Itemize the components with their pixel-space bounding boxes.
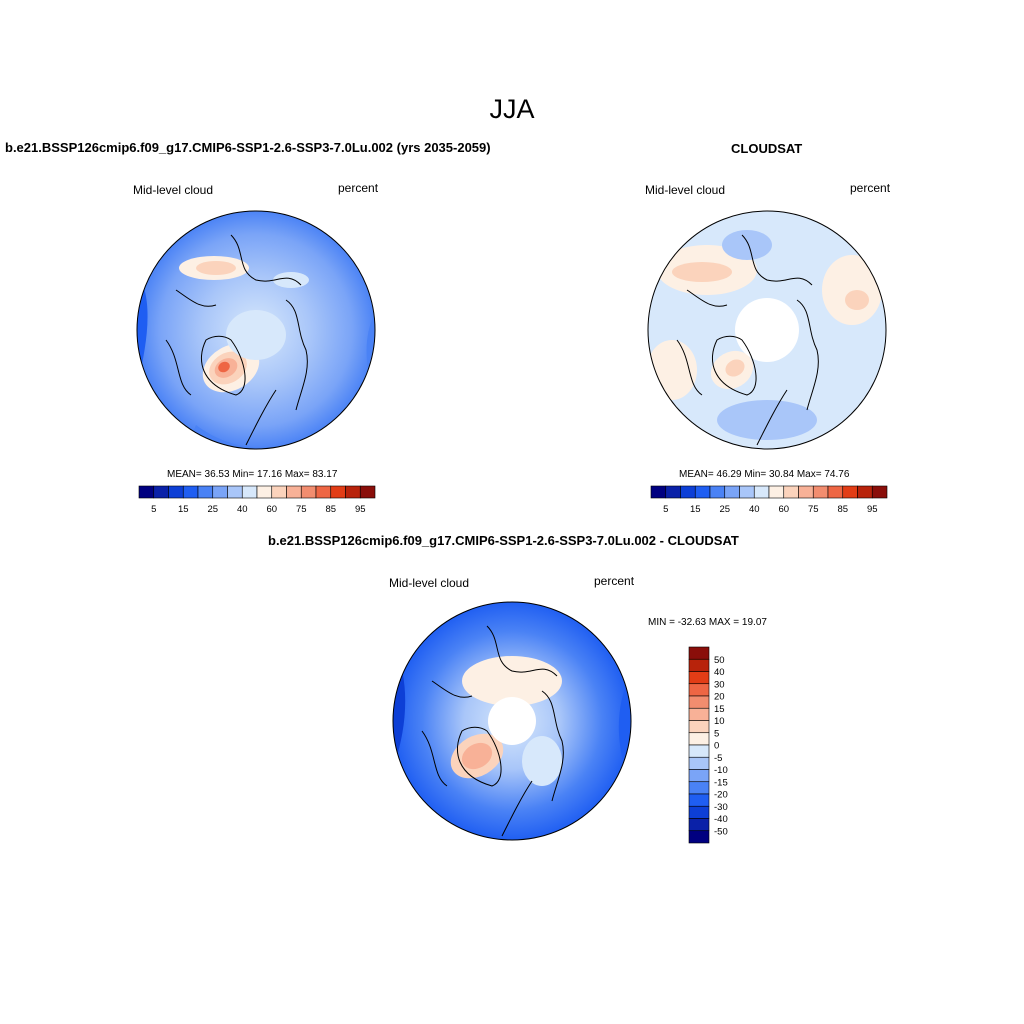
colorbar-swatch — [812, 485, 829, 499]
colorbar-tick-label: 50 — [714, 655, 725, 666]
colorbar-tick-label: 95 — [867, 504, 878, 515]
colorbar-tick-label: 40 — [714, 667, 725, 678]
colorbar-swatch — [688, 781, 710, 795]
colorbar-swatch — [227, 485, 243, 499]
polar-map-model — [136, 210, 376, 450]
colorbar-swatch — [330, 485, 346, 499]
colorbar-swatch — [739, 485, 755, 499]
colorbar-swatch — [153, 485, 169, 499]
colorbar-tick-label: 75 — [296, 504, 307, 515]
colorbar-tick-label: 25 — [719, 504, 730, 515]
colorbar-tick-label: 5 — [151, 504, 156, 515]
colorbar-swatch — [871, 485, 888, 499]
colorbar-tick-label: 40 — [237, 504, 248, 515]
colorbar-swatch — [359, 485, 376, 499]
panel-title-difference: b.e21.BSSP126cmip6.f09_g17.CMIP6-SSP1-2.… — [268, 533, 739, 548]
colorbar-tick-label: 60 — [778, 504, 789, 515]
colorbar-swatch — [688, 756, 710, 770]
colorbar-swatch — [182, 485, 199, 499]
colorbar-tick-label: 30 — [714, 679, 725, 690]
colorbar-tick-label: 5 — [714, 728, 719, 739]
colorbar-swatch — [694, 485, 711, 499]
panel-title-model: b.e21.BSSP126cmip6.f09_g17.CMIP6-SSP1-2.… — [5, 140, 491, 155]
panel-title-cloudsat: CLOUDSAT — [731, 141, 803, 156]
colorbar-tick-label: 15 — [690, 504, 701, 515]
colorbar-cloudsat: 5 15 25 40 60 75 85 95 — [650, 485, 888, 515]
colorbar-tick-label: 95 — [355, 504, 366, 515]
colorbar-swatch — [271, 485, 287, 499]
colorbar-swatch — [688, 793, 710, 807]
colorbar-tick-label: 15 — [178, 504, 189, 515]
colorbar-tick-label: 85 — [837, 504, 848, 515]
colorbar-swatch — [241, 485, 258, 499]
colorbar-swatch — [688, 720, 710, 734]
colorbar-swatch — [345, 485, 361, 499]
colorbar-swatch — [724, 485, 740, 499]
colorbar-swatch — [680, 485, 696, 499]
colorbar-tick-label: 40 — [749, 504, 760, 515]
stats-model: MEAN= 36.53 Min= 17.16 Max= 83.17 — [167, 469, 338, 480]
colorbar-swatch — [688, 671, 710, 685]
colorbar-swatch — [709, 485, 726, 499]
colorbar-tick-label: -10 — [714, 765, 728, 776]
colorbar-swatch — [842, 485, 858, 499]
colorbar-swatch — [688, 646, 710, 660]
colorbar-model: 5 15 25 40 60 75 85 95 — [138, 485, 376, 515]
colorbar-swatch — [688, 683, 710, 697]
colorbar-tick-label: 15 — [714, 704, 725, 715]
variable-label-cloudsat: Mid-level cloud — [645, 183, 726, 197]
colorbar-swatch — [138, 485, 155, 499]
colorbar-swatch — [688, 707, 710, 721]
colorbar-swatch — [688, 732, 710, 746]
colorbar-swatch — [197, 485, 214, 499]
colorbar-swatch — [827, 485, 844, 499]
stats-cloudsat: MEAN= 46.29 Min= 30.84 Max= 74.76 — [679, 469, 850, 480]
polar-map-cloudsat — [647, 210, 887, 450]
colorbar-tick-label: 75 — [808, 504, 819, 515]
colorbar-swatch — [650, 485, 667, 499]
colorbar-tick-label: -50 — [714, 826, 728, 837]
colorbar-swatch — [688, 695, 710, 709]
colorbar-swatch — [300, 485, 317, 499]
colorbar-tick-label: 85 — [325, 504, 336, 515]
colorbar-tick-label: 20 — [714, 692, 725, 703]
colorbar-swatch — [798, 485, 814, 499]
variable-label-model: Mid-level cloud — [133, 183, 214, 197]
colorbar-tick-label: 25 — [207, 504, 218, 515]
colorbar-swatch — [753, 485, 770, 499]
colorbar-swatch — [688, 830, 710, 844]
colorbar-swatch — [688, 769, 710, 783]
units-label-difference: percent — [594, 574, 635, 588]
colorbar-swatch — [857, 485, 873, 499]
variable-label-difference: Mid-level cloud — [389, 576, 470, 590]
colorbar-swatch — [688, 658, 710, 672]
colorbar-tick-label: 0 — [714, 741, 719, 752]
colorbar-swatch — [256, 485, 273, 499]
colorbar-swatch — [783, 485, 799, 499]
colorbar-tick-label: 10 — [714, 716, 725, 727]
colorbar-tick-label: -15 — [714, 777, 728, 788]
colorbar-swatch — [688, 805, 710, 819]
colorbar-tick-label: -20 — [714, 790, 728, 801]
colorbar-swatch — [688, 744, 710, 758]
colorbar-tick-label: -5 — [714, 753, 722, 764]
colorbar-swatch — [315, 485, 332, 499]
units-label-cloudsat: percent — [850, 181, 891, 195]
colorbar-tick-label: -30 — [714, 802, 728, 813]
colorbar-swatch — [286, 485, 302, 499]
colorbar-swatch — [168, 485, 184, 499]
stats-difference: MIN = -32.63 MAX = 19.07 — [648, 617, 767, 628]
colorbar-tick-label: -40 — [714, 814, 728, 825]
colorbar-tick-label: 5 — [663, 504, 668, 515]
figure-title: JJA — [489, 94, 535, 124]
units-label-model: percent — [338, 181, 379, 195]
colorbar-swatch — [688, 818, 710, 832]
colorbar-tick-label: 60 — [266, 504, 277, 515]
colorbar-swatch — [665, 485, 681, 499]
colorbar-swatch — [768, 485, 785, 499]
polar-map-difference — [392, 601, 632, 841]
colorbar-swatch — [212, 485, 228, 499]
